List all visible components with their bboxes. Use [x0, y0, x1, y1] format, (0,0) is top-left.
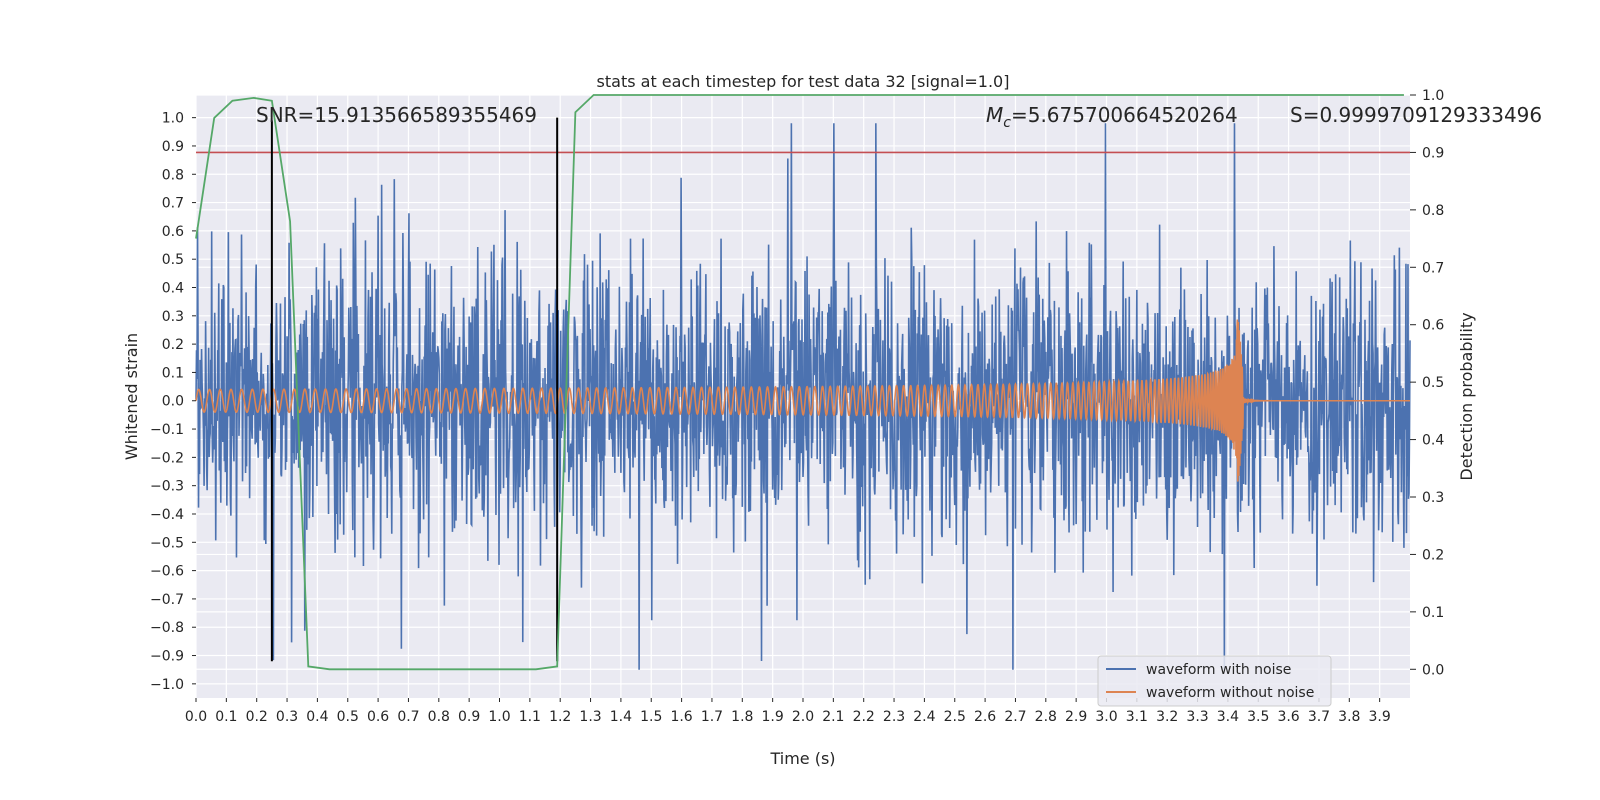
x-tick-label: 2.2: [853, 709, 875, 725]
x-tick-label: 1.6: [670, 709, 692, 725]
x-tick-label: 3.1: [1126, 709, 1148, 725]
x-tick-label: 1.3: [579, 709, 601, 725]
mc-symbol: M: [986, 103, 1003, 127]
y-tick-label: −0.1: [150, 422, 184, 438]
y-tick-label: −0.9: [150, 649, 184, 665]
mc-value: =5.675700664520264: [1011, 103, 1238, 127]
x-tick-label: 0.0: [185, 709, 207, 725]
x-tick-label: 0.1: [215, 709, 237, 725]
y-tick-label: 0.5: [162, 252, 184, 268]
x-tick-label: 1.7: [701, 709, 723, 725]
y-tick-label: 1.0: [162, 111, 184, 127]
y2-tick-label: 0.5: [1422, 375, 1444, 391]
y2-tick-label: 0.2: [1422, 547, 1444, 563]
x-tick-label: 2.4: [913, 709, 935, 725]
x-tick-label: 3.8: [1338, 709, 1360, 725]
y-tick-label: −0.8: [150, 620, 184, 636]
x-tick-label: 0.3: [276, 709, 298, 725]
y-tick-label: 0.1: [162, 365, 184, 381]
x-tick-label: 2.5: [944, 709, 966, 725]
y2-tick-label: 0.4: [1422, 433, 1444, 449]
x-tick-label: 2.1: [822, 709, 844, 725]
y-tick-label: −0.4: [150, 507, 184, 523]
x-tick-label: 2.9: [1065, 709, 1087, 725]
y-tick-label: −0.6: [150, 564, 184, 580]
y-tick-label: 0.8: [162, 167, 184, 183]
y2-tick-label: 0.1: [1422, 605, 1444, 621]
x-tick-label: 2.6: [974, 709, 996, 725]
chirp-mass-annotation: Mc=5.675700664520264: [986, 103, 1238, 131]
y2-tick-label: 0.0: [1422, 662, 1444, 678]
y-tick-label: −1.0: [150, 677, 184, 693]
x-tick-label: 2.3: [883, 709, 905, 725]
axes: 0.0 0.1 0.2 0.3 0.4 0.5 0.6 0.7 0.8 0.9 1.0 1.1 1.2 1…: [150, 88, 1444, 725]
x-tick-label: 0.6: [367, 709, 389, 725]
x-tick-label: 1.8: [731, 709, 753, 725]
legend-label: waveform without noise: [1146, 685, 1314, 701]
y2-axis-label: Detection probability: [1457, 312, 1476, 480]
x-tick-label: 1.2: [549, 709, 571, 725]
x-tick-label: 2.7: [1004, 709, 1026, 725]
x-tick-label: 2.8: [1035, 709, 1057, 725]
x-tick-label: 0.8: [428, 709, 450, 725]
y2-tick-label: 0.8: [1422, 203, 1444, 219]
x-tick-label: 0.9: [458, 709, 480, 725]
series-layer: [195, 94, 1411, 671]
x-tick-label: 3.5: [1247, 709, 1269, 725]
y-tick-label: −0.5: [150, 535, 184, 551]
x-axis-label: Time (s): [769, 749, 835, 768]
x-tick-label: 0.4: [306, 709, 328, 725]
legend: waveform with noise waveform without nois…: [1097, 655, 1332, 707]
y-tick-label: 0.4: [162, 281, 184, 297]
snr-annotation: SNR=15.913566589355469: [256, 103, 537, 127]
x-tick-label: 1.5: [640, 709, 662, 725]
legend-box: [1097, 655, 1332, 707]
x-tick-label: 3.9: [1369, 709, 1391, 725]
mc-subscript: c: [1003, 115, 1011, 131]
x-tick-label: 1.9: [762, 709, 784, 725]
x-tick-label: 3.7: [1308, 709, 1330, 725]
chart-title: stats at each timestep for test data 32 …: [597, 72, 1010, 91]
y-tick-label: 0.6: [162, 224, 184, 240]
x-tick-label: 3.6: [1277, 709, 1299, 725]
y-tick-label: 0.3: [162, 309, 184, 325]
y-tick-label: 0.7: [162, 196, 184, 212]
y-tick-label: −0.7: [150, 592, 184, 608]
x-tick-label: 0.5: [337, 709, 359, 725]
y2-tick-label: 1.0: [1422, 88, 1444, 104]
x-tick-label: 2.0: [792, 709, 814, 725]
series-waveform-without-noise: [195, 319, 1410, 482]
y-tick-label: −0.3: [150, 479, 184, 495]
y-tick-label: 0.2: [162, 337, 184, 353]
x-tick-label: 0.7: [397, 709, 419, 725]
y2-tick-label: 0.6: [1422, 318, 1444, 334]
series-detection-probability: [195, 94, 1404, 671]
x-tick-label: 3.4: [1217, 709, 1239, 725]
score-annotation: S=0.9999709129333496: [1290, 103, 1542, 127]
y2-tick-label: 0.3: [1422, 490, 1444, 506]
x-tick-label: 1.0: [488, 709, 510, 725]
y-tick-label: 0.0: [162, 394, 184, 410]
x-tick-label: 3.2: [1156, 709, 1178, 725]
y-axis-label: Whitened strain: [122, 333, 141, 460]
y2-tick-label: 0.9: [1422, 145, 1444, 161]
legend-label: waveform with noise: [1146, 662, 1291, 678]
y2-tick-label: 0.7: [1422, 260, 1444, 276]
y-tick-label: −0.2: [150, 450, 184, 466]
x-tick-label: 1.1: [519, 709, 541, 725]
x-tick-label: 0.2: [246, 709, 268, 725]
x-tick-label: 1.4: [610, 709, 632, 725]
series-waveform-with-noise: [195, 123, 1411, 670]
x-tick-label: 3.0: [1095, 709, 1117, 725]
x-tick-label: 3.3: [1186, 709, 1208, 725]
y-tick-label: 0.9: [162, 139, 184, 155]
